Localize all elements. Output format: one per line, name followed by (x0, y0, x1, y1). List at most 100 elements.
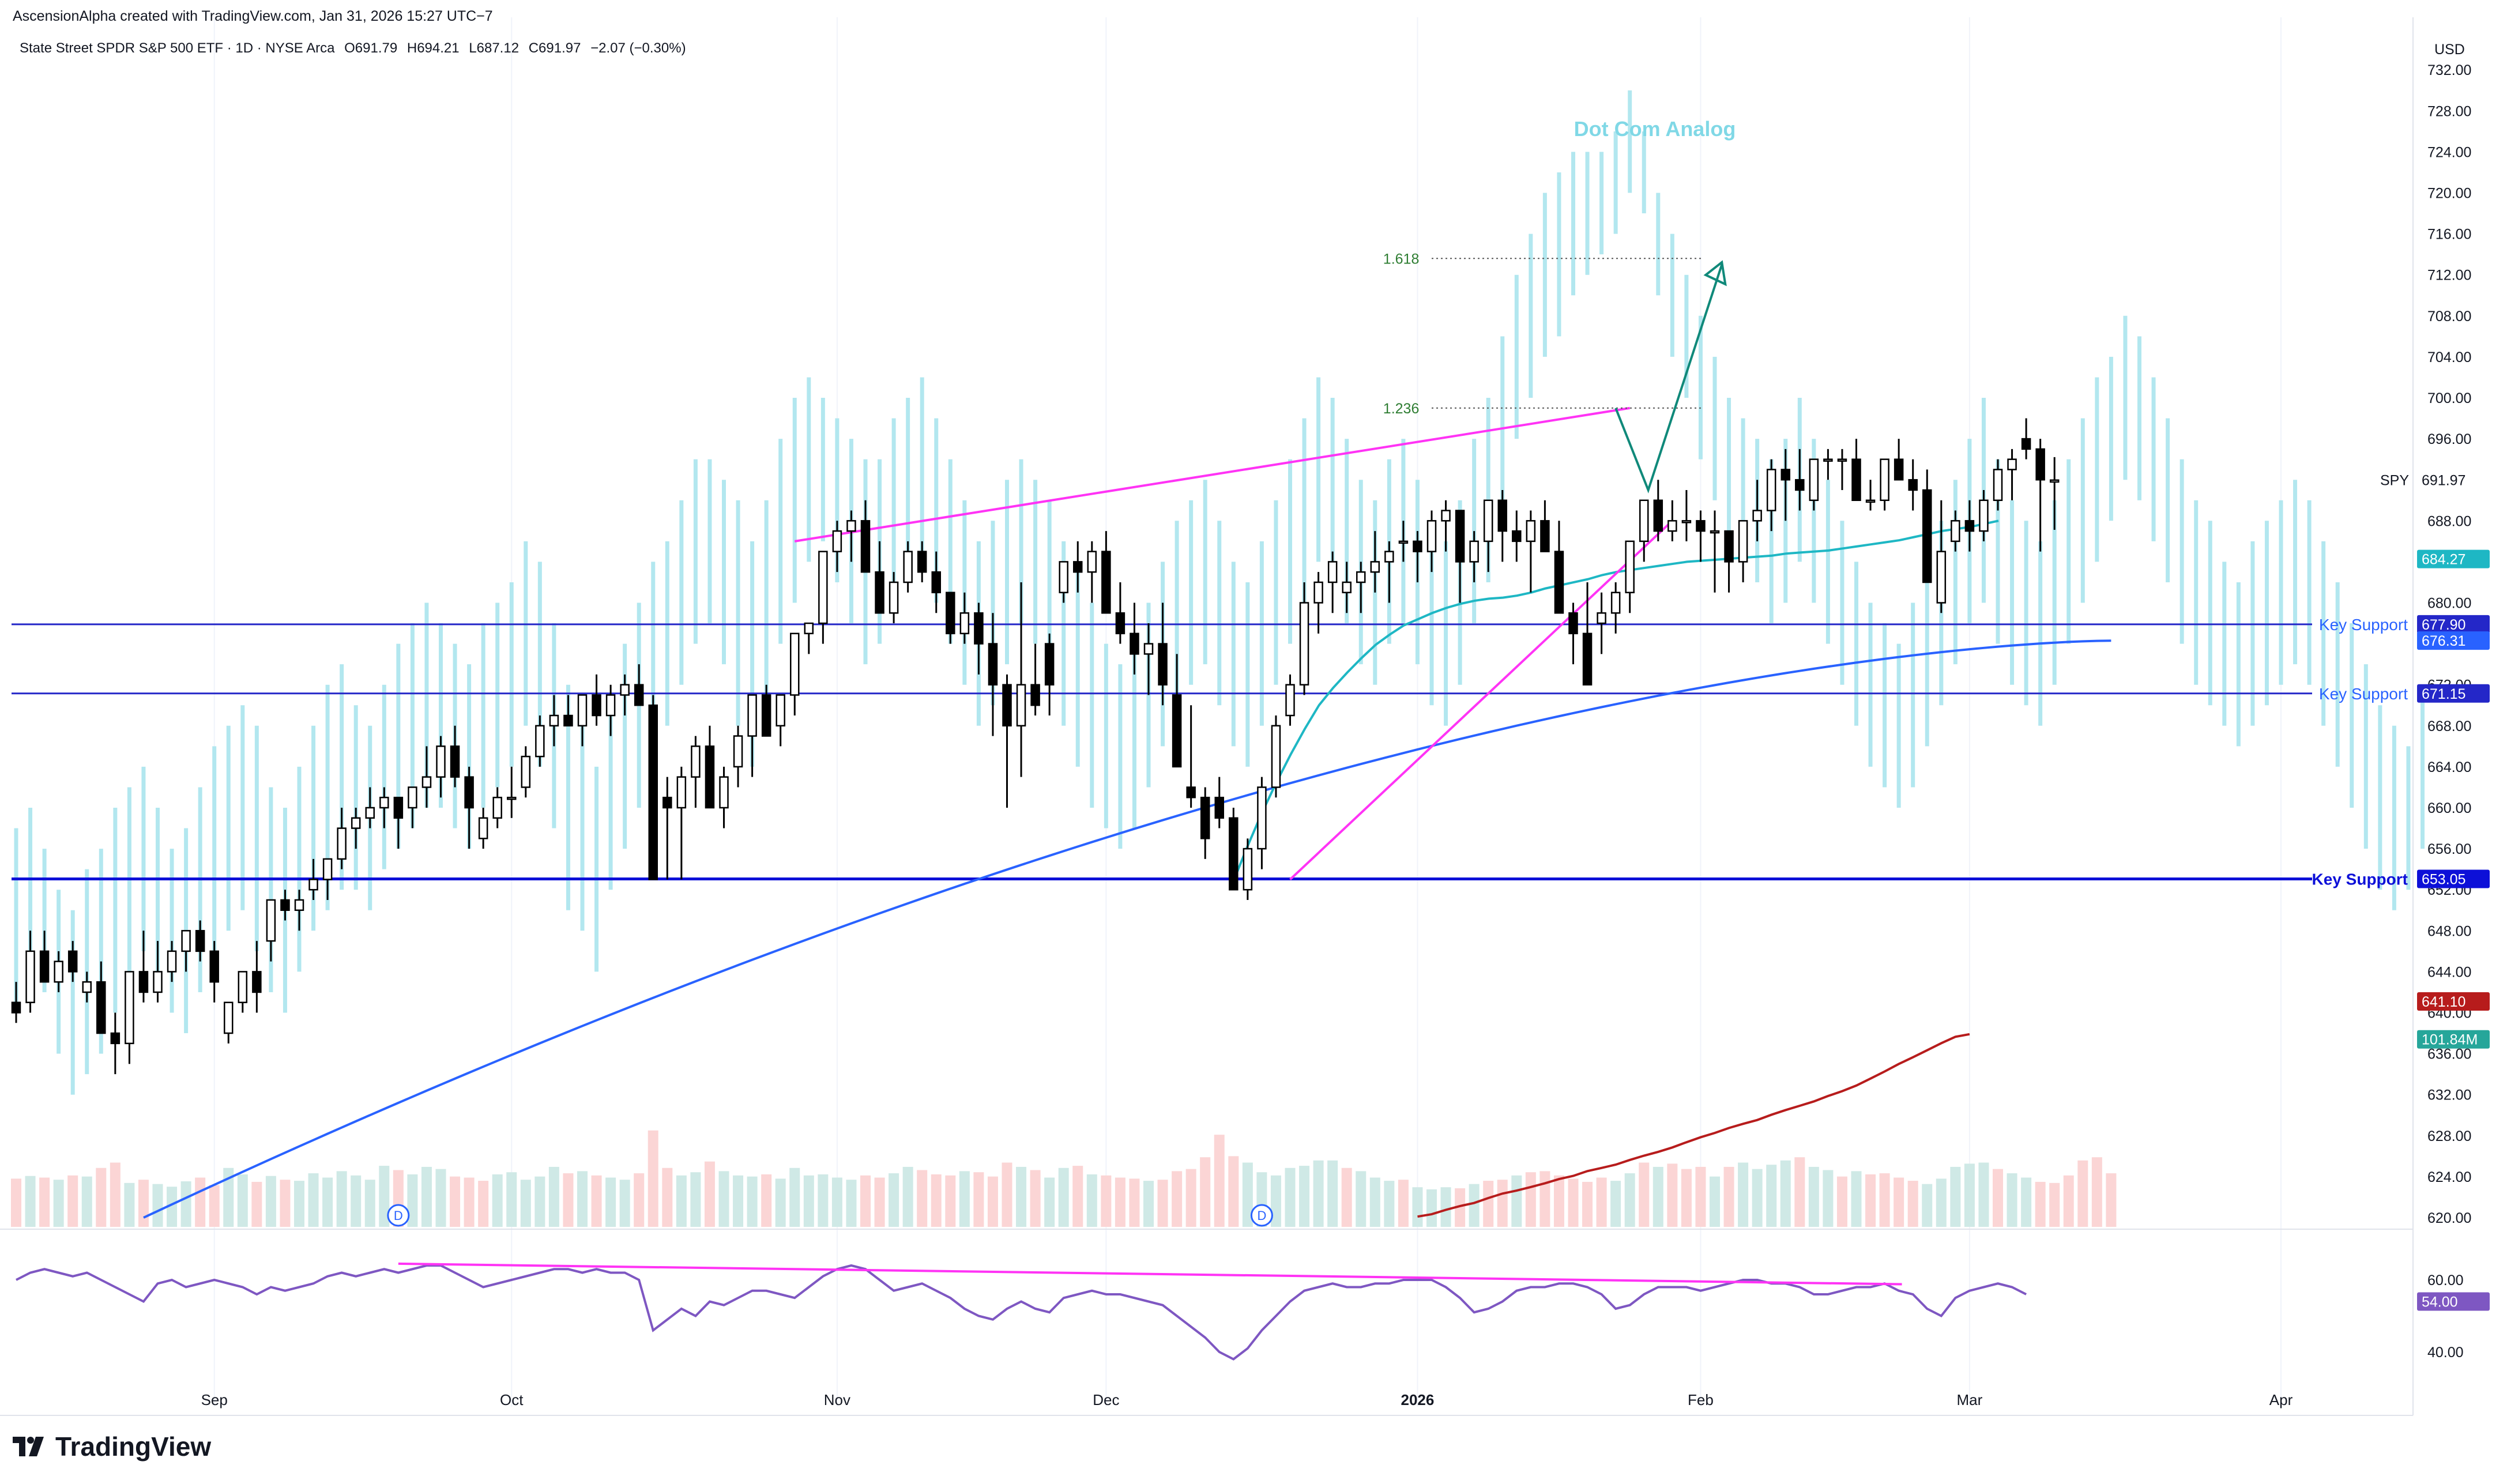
candle-body (1582, 632, 1593, 685)
rsi-badge-bg (2417, 1292, 2490, 1311)
candle-body (1327, 561, 1338, 583)
price-tick-label: 636.00 (2427, 1046, 2471, 1063)
price-badge-symbol: SPY (2380, 473, 2409, 489)
candle-body (1285, 684, 1295, 717)
volume-bar (1172, 1171, 1183, 1227)
price-tick-label: 680.00 (2427, 596, 2471, 612)
volume-bar (450, 1176, 461, 1227)
candle-body (1837, 458, 1847, 462)
moving-averages (143, 519, 2111, 1219)
volume-bar (1794, 1157, 1805, 1227)
volume-bar (11, 1178, 21, 1227)
candle-body (1922, 489, 1932, 583)
volume-bar (846, 1180, 857, 1227)
candle-body (903, 551, 913, 583)
candle-body (351, 817, 361, 829)
candle-body (1016, 684, 1026, 727)
volume-bar (1568, 1178, 1579, 1227)
candle-body (252, 971, 262, 993)
volume-bar (1440, 1187, 1451, 1227)
volume-bar (1624, 1173, 1635, 1227)
volume-bar (634, 1173, 645, 1227)
volume-bar (1412, 1187, 1423, 1227)
tradingview-logo[interactable]: TradingView (13, 1431, 211, 1462)
currency-label: USD (2434, 42, 2465, 58)
volume-bar (1086, 1174, 1097, 1227)
candle-body (818, 551, 828, 624)
candle-body (1610, 592, 1621, 614)
candle-body (535, 725, 545, 758)
price-tick-label: 724.00 (2427, 144, 2471, 160)
candle-body (167, 950, 177, 973)
volume-bar (1978, 1162, 1989, 1227)
volume-bar (818, 1174, 829, 1227)
volume-bar (492, 1174, 503, 1227)
volume-sma-line (1417, 1033, 1970, 1218)
candle-body (1413, 540, 1422, 552)
candle-body (436, 745, 446, 778)
candle-body (676, 776, 687, 809)
volume-bar (209, 1185, 220, 1227)
candle-body (379, 796, 389, 809)
volume-bar (1072, 1166, 1083, 1227)
volume-bar (294, 1181, 304, 1227)
volume-bar (1327, 1160, 1338, 1227)
candle-body (1865, 499, 1876, 503)
candle-body (507, 796, 517, 800)
price-tick-label: 712.00 (2427, 268, 2471, 284)
volume-bar (831, 1177, 842, 1227)
volume-bar (1497, 1180, 1508, 1227)
axes: 620.00624.00628.00632.00636.00640.00644.… (201, 62, 2472, 1408)
volume-bar (1398, 1180, 1409, 1227)
volume-bar (280, 1180, 291, 1227)
volume-bar (1270, 1175, 1281, 1227)
volume-bar (1879, 1173, 1890, 1227)
volume-bar (152, 1184, 163, 1227)
volume-bar (1738, 1162, 1749, 1227)
candle-body (1540, 520, 1550, 552)
candle-body (1710, 530, 1720, 534)
analog-title: Dot Com Analog (1574, 117, 1736, 141)
candle-body (1512, 530, 1522, 543)
rsi-trendline (398, 1262, 1902, 1286)
rsi-tick-label: 40.00 (2427, 1344, 2464, 1361)
candle-body (294, 899, 304, 911)
volume-bar (2049, 1182, 2060, 1227)
candle-body (266, 899, 276, 942)
candle-body (790, 632, 800, 696)
volume-bar (1539, 1171, 1550, 1227)
candle-body (67, 950, 78, 973)
support-badge: 671.15 (2422, 686, 2465, 702)
volume-bar (1044, 1177, 1055, 1227)
volume-bar (1950, 1166, 1961, 1227)
volume-bar (987, 1176, 998, 1227)
support-badge-bg (2417, 615, 2490, 634)
candle-body (1993, 469, 2003, 501)
candle-body (662, 796, 672, 809)
volume-bar (803, 1175, 814, 1227)
candle-body (1738, 520, 1748, 563)
candle-body (1356, 571, 1366, 583)
volume-bar (1553, 1175, 1564, 1227)
dividend-marker-label: D (1257, 1208, 1266, 1223)
volume-bar (1157, 1180, 1168, 1227)
ema-short-badge-bg (2417, 549, 2490, 568)
volume-bar (25, 1176, 36, 1227)
volume-bar (1723, 1166, 1734, 1227)
candle-body (322, 858, 333, 880)
fib-label: 1.236 (1383, 401, 1420, 417)
volume-bar (1185, 1169, 1196, 1227)
candle-body (1851, 458, 1861, 502)
volume-bar (1639, 1162, 1650, 1227)
volume-bar (1695, 1166, 1706, 1227)
candle-body (1696, 520, 1706, 532)
symbol-name: State Street SPDR S&P 500 ETF · 1D · NYS… (20, 40, 335, 56)
volume-bar (1469, 1184, 1480, 1227)
volume-bar (1426, 1189, 1437, 1227)
volume-bar (322, 1177, 333, 1227)
candle-body (1313, 581, 1323, 604)
volume-bar (110, 1162, 121, 1227)
volume-bar (2007, 1173, 2017, 1227)
candle-body (1639, 499, 1649, 543)
